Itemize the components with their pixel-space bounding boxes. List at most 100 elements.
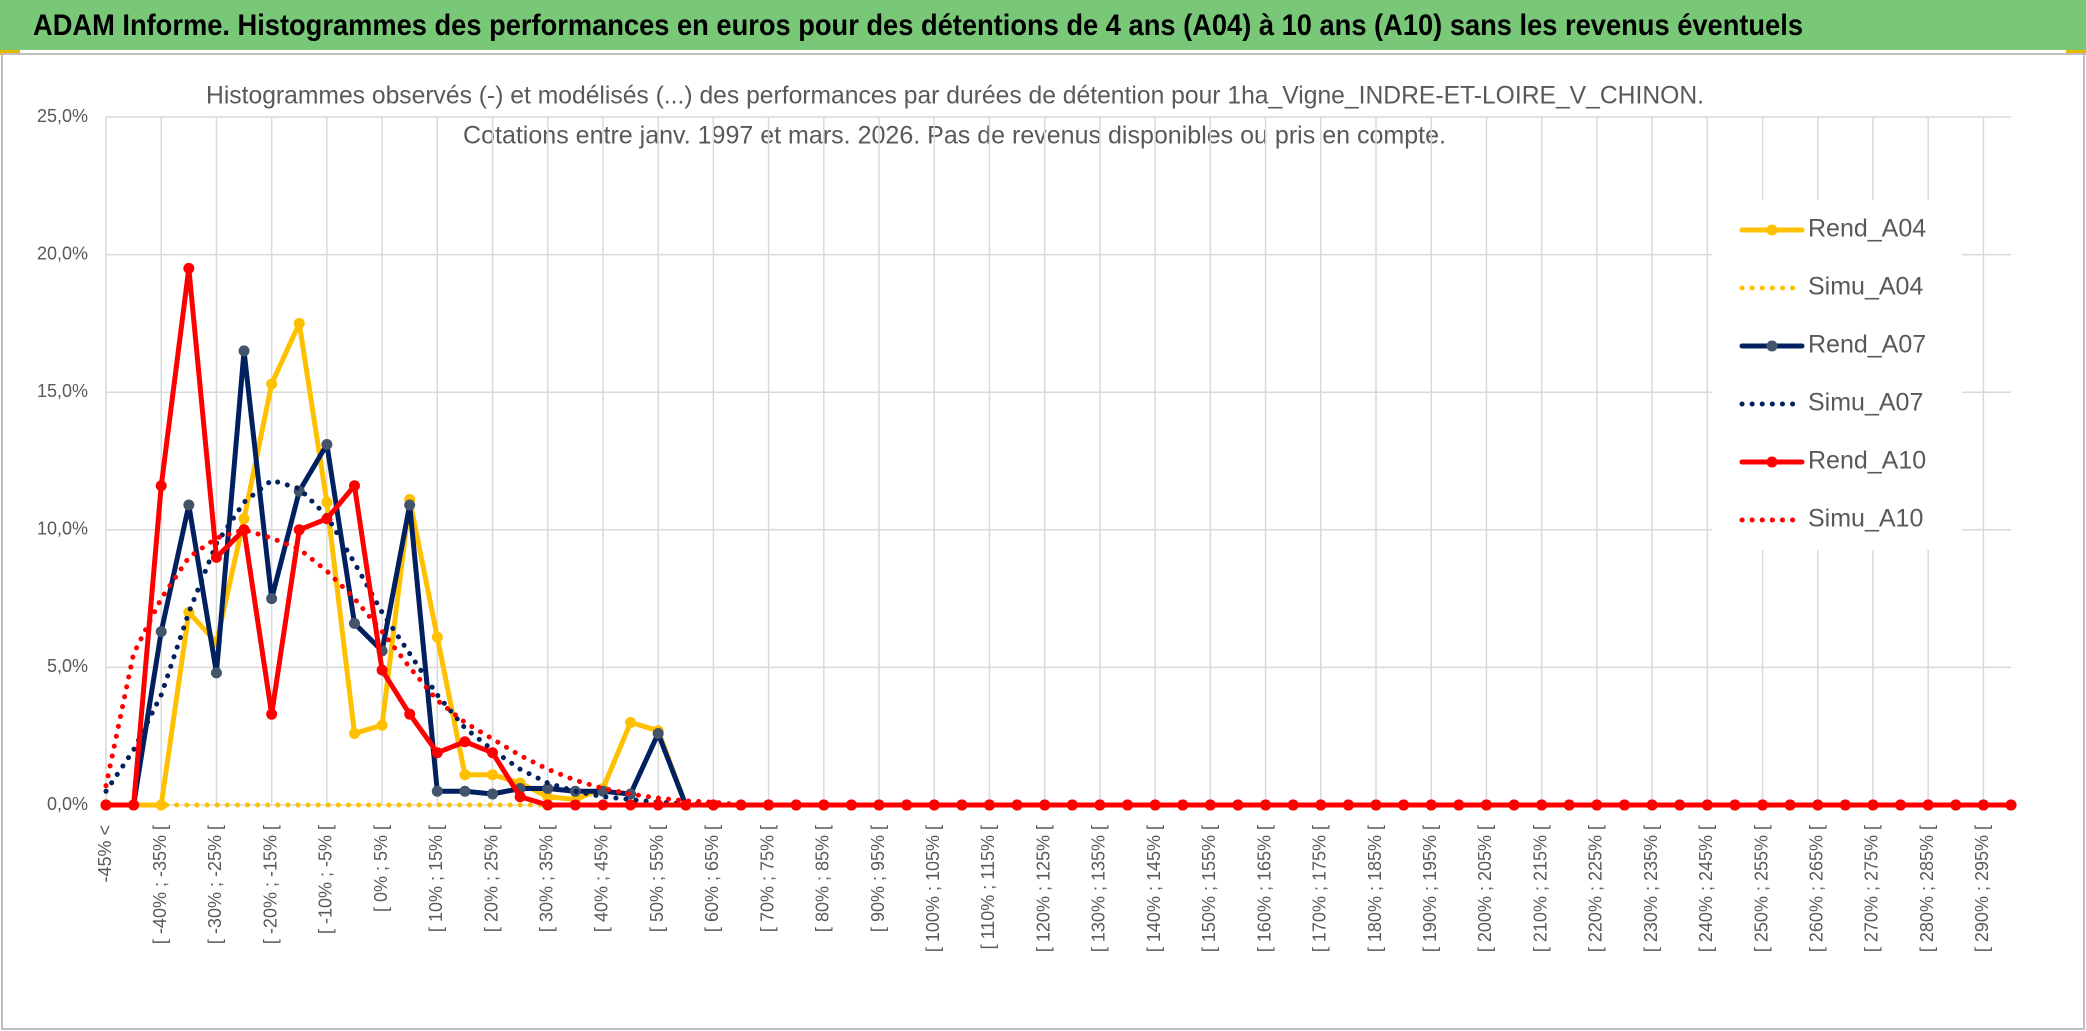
point [487,788,499,800]
grid: 0,0% 5,0% 10,0% 15,0% 20,0% 25,0% -45% < [ -40%… [37,106,2011,952]
point [1508,799,1520,811]
x-tick-label: [ 210% ; 215% [ [1530,825,1550,952]
point [652,727,664,739]
point [1011,799,1023,811]
x-tick-label: [ 160% ; 165% [ [1254,825,1274,952]
legend-background [1712,200,1962,550]
point [625,716,637,728]
corner [0,50,20,55]
point [210,667,222,679]
y-tick-label: 10,0% [37,519,88,539]
legend-label: Simu_A07 [1808,389,1923,417]
point [266,593,278,605]
point [348,727,360,739]
chart-frame [1,53,2085,1030]
x-tick-label: [ 230% ; 235% [ [1641,825,1661,952]
x-tick-label: [ 40% ; 45% [ [592,825,612,932]
x-tick-label: [ 30% ; 35% [ [536,825,556,932]
point [1646,799,1658,811]
point [266,708,278,720]
point [487,747,499,759]
header-title: ADAM Informe. Histogrammes des performan… [33,9,1803,42]
point [1039,799,1051,811]
x-tick-label: [ 100% ; 105% [ [923,825,943,952]
chart-title: Histogrammes observés (-) et modélisés (… [206,82,1704,110]
x-tick-label: [ 260% ; 265% [ [1806,825,1826,952]
corner [2066,50,2086,55]
y-tick-label: 5,0% [47,656,88,676]
point [1867,799,1879,811]
point [100,799,112,811]
legend-label: Simu_A10 [1808,505,1923,533]
x-tick-label: [ 60% ; 65% [ [702,825,722,932]
point [1729,799,1741,811]
y-tick-label: 25,0% [37,106,88,126]
point [652,799,664,811]
y-tick-label: 20,0% [37,243,88,263]
point [183,499,195,511]
point [321,496,333,508]
point [431,747,443,759]
point [459,785,471,797]
legend-label: Rend_A04 [1808,215,1926,243]
point [542,782,554,794]
point [1425,799,1437,811]
point [183,262,195,274]
x-tick-label: [ -20% ; -15% [ [260,825,280,944]
point [293,524,305,536]
point [569,799,581,811]
x-tick-label: [ 270% ; 275% [ [1862,825,1882,952]
x-tick-label: [ 90% ; 95% [ [868,825,888,932]
point [155,626,167,638]
point [404,499,416,511]
x-tick-label: [ 130% ; 135% [ [1089,825,1109,952]
point [238,345,250,357]
point [210,551,222,563]
point [542,799,554,811]
legend: Rend_A04 Simu_A04 Rend_A07 Simu_A07 Rend_A10… [1739,215,1926,533]
point [155,480,167,492]
point [790,799,802,811]
point [928,799,940,811]
x-tick-label: [ 250% ; 255% [ [1751,825,1771,952]
point [459,769,471,781]
x-tick-label: [ 150% ; 155% [ [1199,825,1219,952]
x-tick-label: [ 80% ; 85% [ [813,825,833,932]
x-tick-label: [ 50% ; 55% [ [647,825,667,932]
point [1094,799,1106,811]
x-tick-label: [ 120% ; 125% [ [1033,825,1053,952]
point [321,438,333,450]
legend-label: Simu_A04 [1808,273,1923,301]
x-tick-label: [ 110% ; 115% [ [978,825,998,949]
point [1922,799,1934,811]
x-tick-label: [ 170% ; 175% [ [1310,825,1330,952]
point [348,617,360,629]
x-tick-label: [ 190% ; 195% [ [1420,825,1440,952]
x-tick-label: [ -30% ; -25% [ [205,825,225,944]
x-tick-label: [ -40% ; -35% [ [150,825,170,944]
chart-subtitle: Cotations entre janv. 1997 et mars. 2026… [463,122,1446,150]
x-tick-label: -45% < [95,825,115,883]
plot [100,262,2017,811]
legend-label: Rend_A07 [1808,331,1926,359]
point [1204,799,1216,811]
point [2005,799,2017,811]
x-tick-label: [ 200% ; 205% [ [1475,825,1495,952]
observed-line [103,265,2014,808]
y-tick-label: 15,0% [37,381,88,401]
point [597,799,609,811]
point [266,378,278,390]
y-tick-label: 0,0% [47,794,88,814]
point [514,791,526,803]
point [238,513,250,525]
point [487,769,499,781]
header-bar [0,0,2086,50]
x-tick-label: [ 0% ; 5% [ [371,825,391,912]
point [625,799,637,811]
point [128,799,140,811]
x-tick-label: [ 240% ; 245% [ [1696,825,1716,952]
legend-marker [1766,456,1778,468]
point [1342,799,1354,811]
x-tick-label: [ 140% ; 145% [ [1144,825,1164,952]
